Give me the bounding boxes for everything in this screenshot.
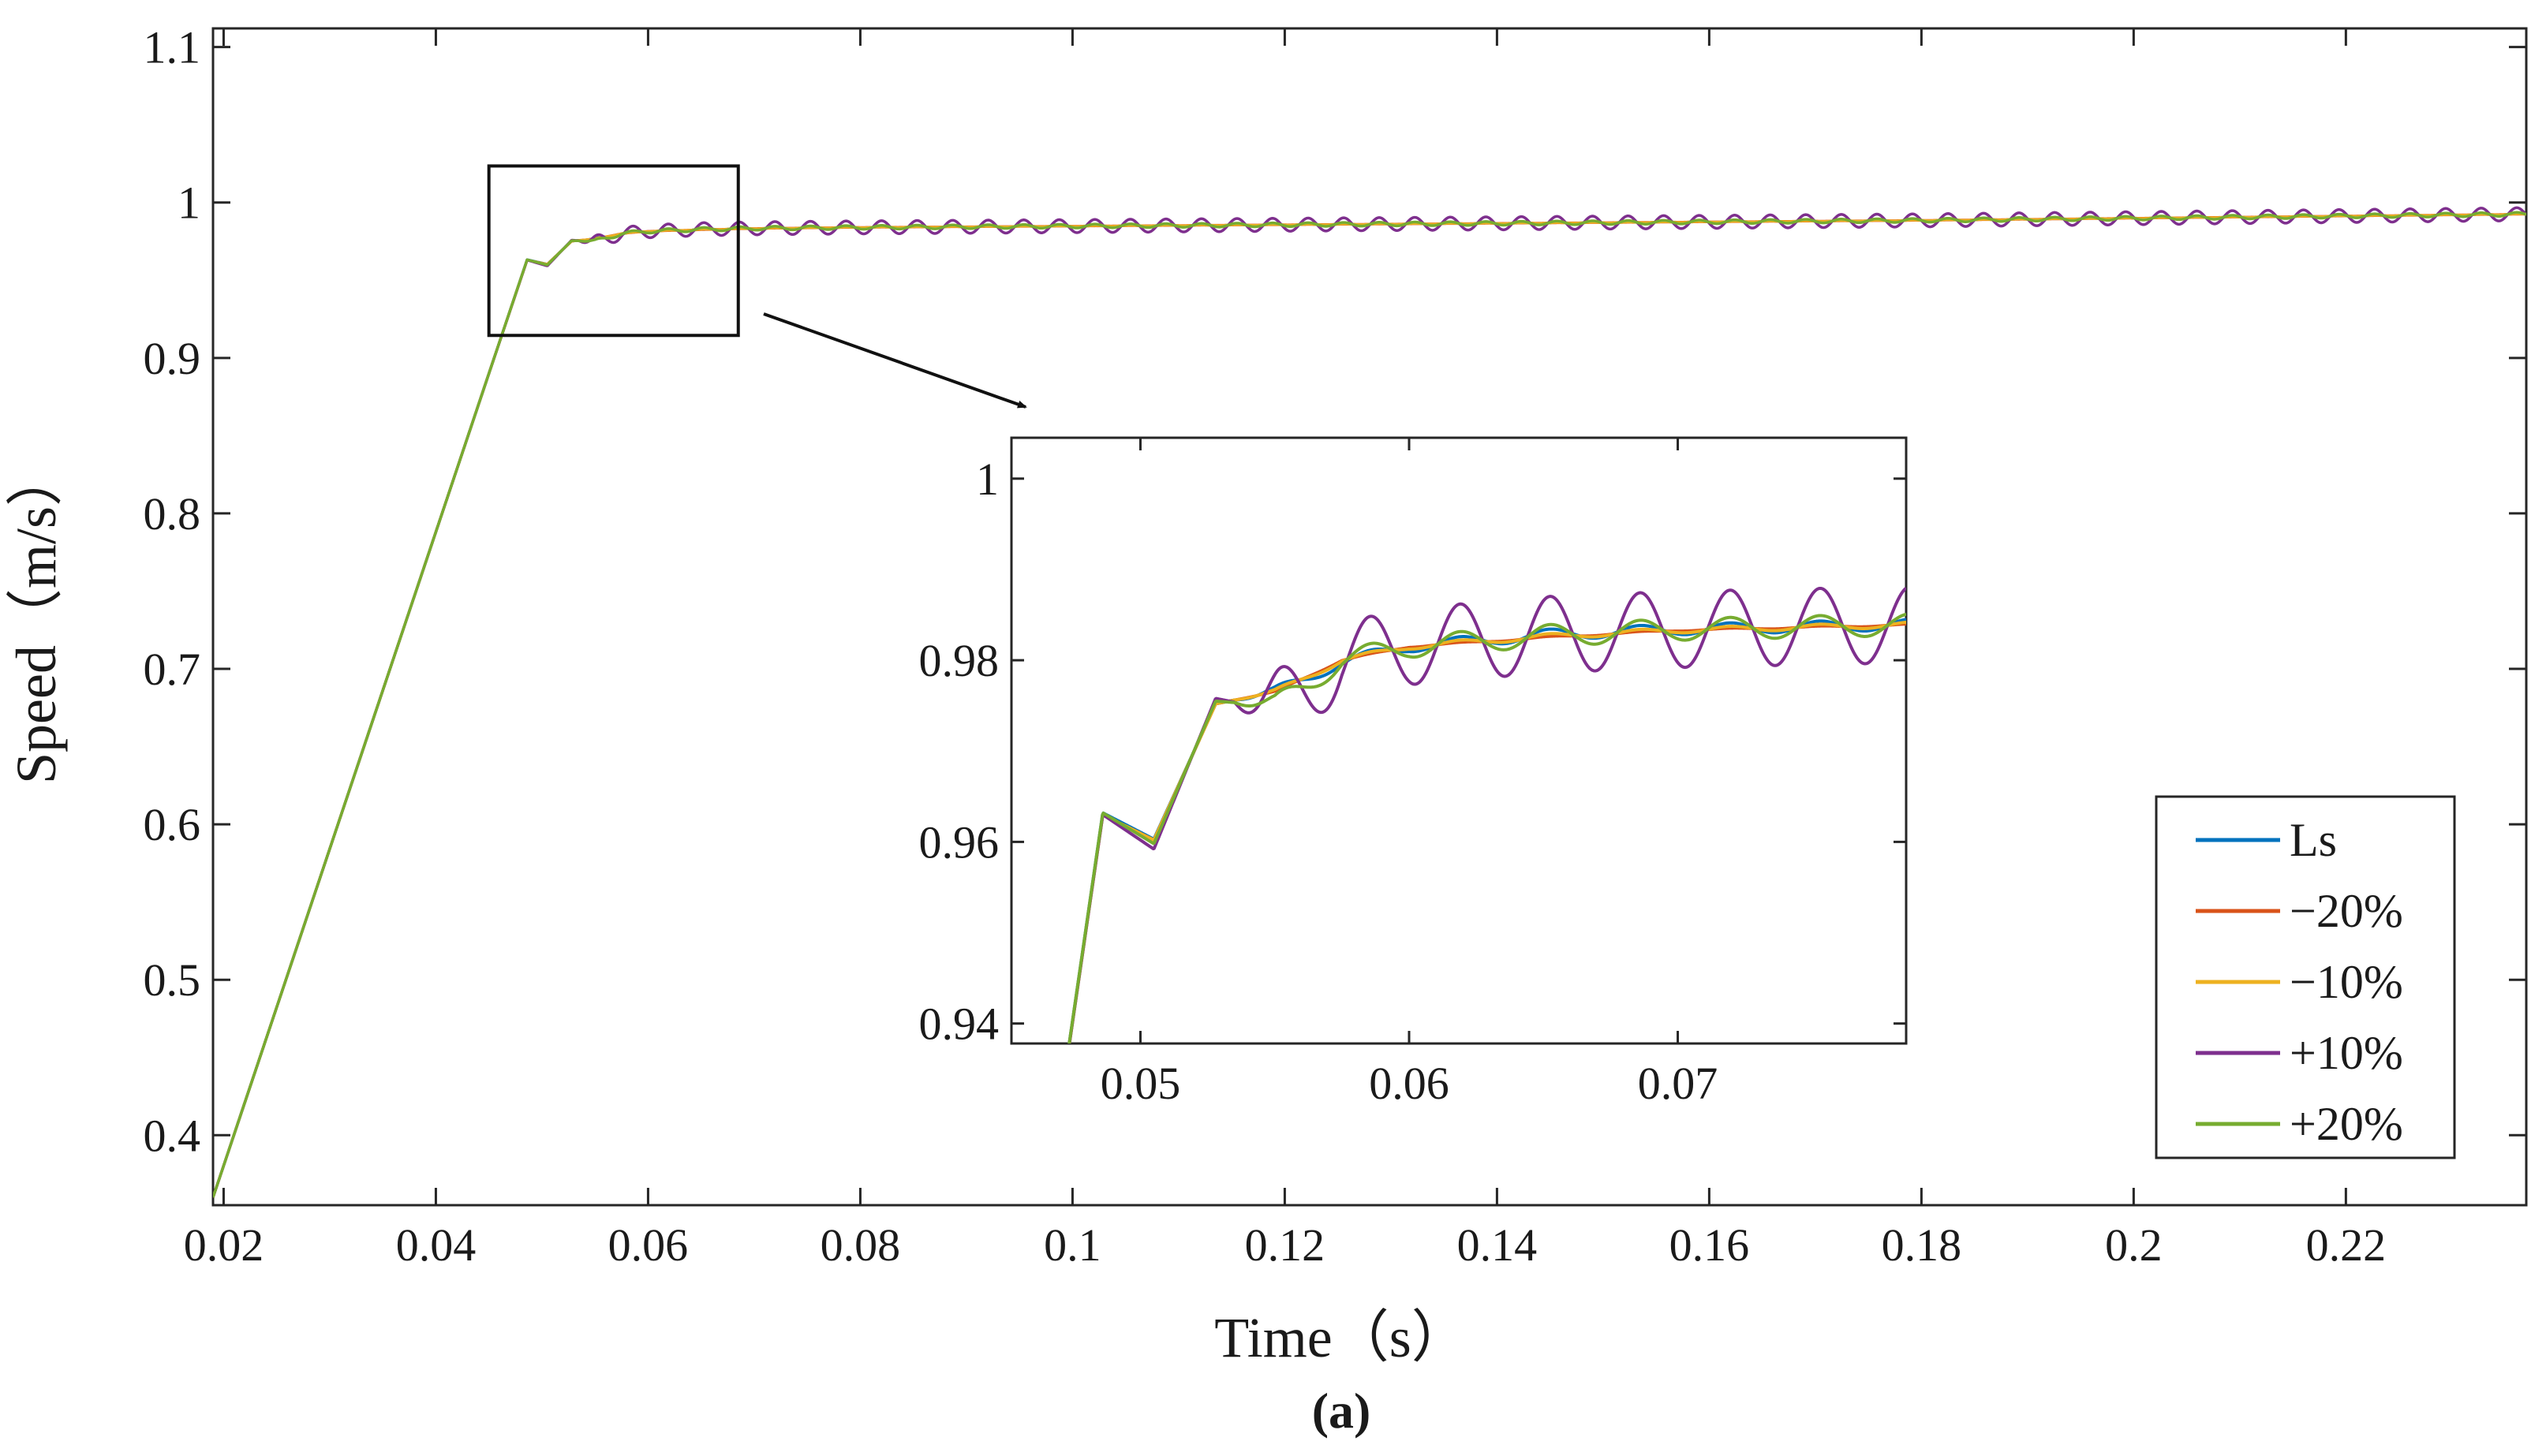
y-tick-label: 0.9 <box>144 333 201 384</box>
inset-y-tick-label: 1 <box>976 454 999 505</box>
inset-x-tick-label: 0.05 <box>1101 1058 1181 1109</box>
inset-plot-frame <box>1010 436 1908 1045</box>
legend-box <box>2155 795 2456 1159</box>
inset-y-tick-label: 0.94 <box>919 999 1000 1050</box>
main-axis-ticks: 0.02 0.04 0.06 0.08 0.1 0.12 0.14 0.16 0.18 0.2 0.… <box>144 22 2526 1271</box>
series-line-4 <box>213 211 2526 1198</box>
y-tick-label: 0.8 <box>144 488 201 539</box>
legend-label-3: +10% <box>2290 1027 2403 1079</box>
legend-label-0: Ls <box>2290 814 2337 866</box>
inset-series-lines <box>1067 586 1906 1043</box>
main-series-lines <box>213 206 2526 1198</box>
y-tick-label: 0.4 <box>144 1110 201 1161</box>
x-tick-label: 0.22 <box>2306 1219 2387 1271</box>
x-tick-label: 0.12 <box>1245 1219 1325 1271</box>
inset-x-tick-label: 0.07 <box>1638 1058 1718 1109</box>
legend: Ls −20% −10% +10% +20% <box>2155 795 2456 1159</box>
x-tick-label: 0.06 <box>608 1219 689 1271</box>
x-tick-label: 0.04 <box>396 1219 477 1271</box>
x-tick-label: 0.16 <box>1669 1219 1750 1271</box>
x-tick-label: 0.14 <box>1457 1219 1538 1271</box>
y-tick-label: 0.7 <box>144 644 201 695</box>
x-tick-label: 0.18 <box>1882 1219 1962 1271</box>
x-axis-label: Time（s） <box>1214 1306 1467 1369</box>
zoom-box <box>487 164 740 338</box>
series-line-3 <box>1067 586 1906 1043</box>
y-tick-label: 0.6 <box>144 799 201 850</box>
x-tick-label: 0.02 <box>184 1219 264 1271</box>
inset-axis-ticks: 0.05 0.06 0.07 0.94 0.96 0.98 1 <box>919 438 1906 1109</box>
y-tick-label: 1 <box>178 177 200 229</box>
x-tick-label: 0.1 <box>1044 1219 1101 1271</box>
zoom-arrow <box>763 312 1027 409</box>
series-line-4 <box>1067 612 1906 1043</box>
inset-x-tick-label: 0.06 <box>1369 1058 1449 1109</box>
legend-label-2: −10% <box>2290 956 2403 1008</box>
inset-plot: 0.05 0.06 0.07 0.94 0.96 0.98 1 <box>919 436 1908 1109</box>
legend-label-1: −20% <box>2290 885 2403 937</box>
x-tick-label: 0.08 <box>821 1219 901 1271</box>
inset-y-tick-label: 0.98 <box>919 635 1000 686</box>
y-axis-label: Speed（m/s） <box>5 450 68 784</box>
figure-caption: (a) <box>1312 1383 1371 1439</box>
x-tick-label: 0.2 <box>2105 1219 2163 1271</box>
inset-y-tick-label: 0.96 <box>919 816 1000 868</box>
y-tick-label: 0.5 <box>144 954 201 1006</box>
y-tick-label: 1.1 <box>144 22 201 73</box>
legend-label-4: +20% <box>2290 1098 2403 1150</box>
